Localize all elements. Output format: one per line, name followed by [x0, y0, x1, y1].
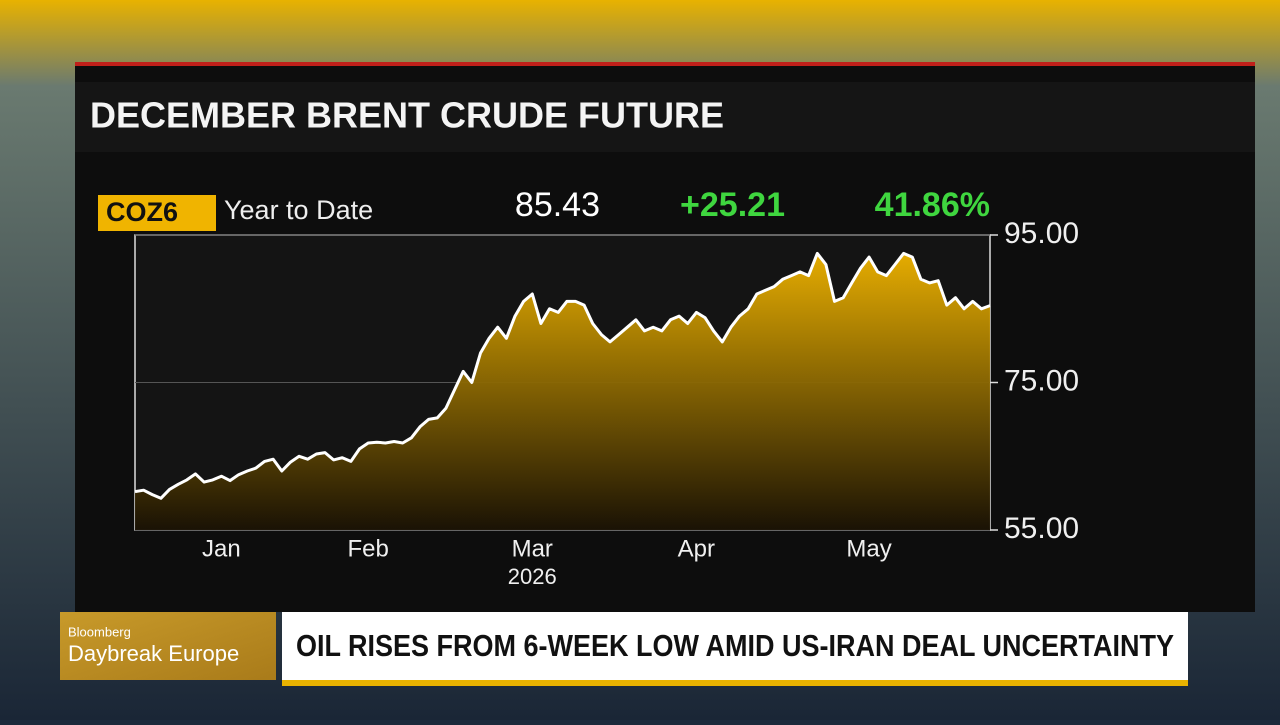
- y-tick-label: 55.00: [1004, 512, 1079, 545]
- ticker-box: [98, 195, 216, 231]
- price-line: [134, 251, 991, 500]
- network: Bloomberg: [68, 624, 131, 639]
- show-box: [60, 612, 276, 680]
- title-bar: [75, 82, 1255, 152]
- y-tick-label: 75.00: [1004, 364, 1079, 397]
- show-name: Daybreak Europe: [68, 641, 239, 666]
- panel-accent: [75, 62, 1255, 66]
- headline: OIL RISES FROM 6-WEEK LOW AMID US-IRAN D…: [296, 628, 1174, 663]
- x-tick-label: Feb: [348, 535, 389, 562]
- y-tick-label: 95.00: [1004, 217, 1079, 250]
- last-price: 85.43: [515, 186, 600, 224]
- x-tick-label: Apr: [678, 535, 715, 562]
- headline-accent: [282, 680, 1188, 686]
- x-tick-label: Jan: [202, 535, 241, 562]
- x-year-label: 2026: [508, 564, 557, 589]
- chart-title: DECEMBER BRENT CRUDE FUTURE: [90, 95, 724, 136]
- x-tick-label: Mar: [512, 535, 553, 562]
- headline-box: [282, 612, 1188, 680]
- net-change: +25.21: [680, 186, 785, 224]
- percent-change: 41.86%: [875, 186, 990, 224]
- x-tick-label: May: [846, 535, 891, 562]
- period: Year to Date: [224, 195, 373, 225]
- ticker: COZ6: [106, 197, 178, 227]
